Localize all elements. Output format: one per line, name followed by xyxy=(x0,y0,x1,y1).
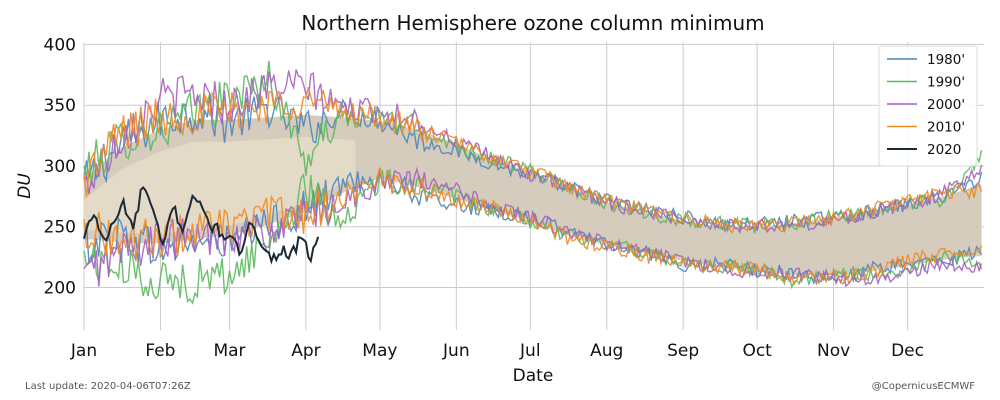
x-tick-label: Jul xyxy=(519,341,541,361)
y-tick-label: 250 xyxy=(44,218,76,238)
x-tick-label: Feb xyxy=(145,341,175,361)
x-tick-label: Jun xyxy=(442,341,470,361)
x-tick-label: Apr xyxy=(291,341,320,361)
legend-label: 2020 xyxy=(927,142,961,158)
legend-label: 1980' xyxy=(927,52,965,68)
y-tick-labels: 200 250 300 350 400 xyxy=(44,35,76,298)
y-tick-label: 200 xyxy=(44,278,76,298)
y-tick-label: 300 xyxy=(44,157,76,177)
series-2010 xyxy=(83,86,983,287)
series-lines xyxy=(83,60,983,305)
legend-label: 2010' xyxy=(927,120,965,136)
envelope-pale-area xyxy=(84,136,356,234)
series-line-lower xyxy=(83,167,983,287)
legend-label: 1990' xyxy=(927,75,965,91)
x-tick-label: Nov xyxy=(817,341,850,361)
legend-box xyxy=(878,45,978,167)
series-2020 xyxy=(83,186,320,265)
x-tick-label: Jan xyxy=(70,341,97,361)
chart-title: Northern Hemisphere ozone column minimum xyxy=(301,11,764,35)
last-update-text: Last update: 2020-04-06T07:26Z xyxy=(25,381,191,392)
y-axis-label: DU xyxy=(15,173,35,199)
x-tick-label: May xyxy=(362,341,397,361)
x-tick-label: Dec xyxy=(891,341,924,361)
series-line-upper xyxy=(83,86,983,234)
x-tick-label: Sep xyxy=(667,341,699,361)
y-tick-label: 400 xyxy=(44,35,76,55)
legend: 1980' 1990' 2000' 2010' 2020 xyxy=(878,45,978,167)
series-line-lower xyxy=(83,166,983,288)
legend-label: 2000' xyxy=(927,97,965,113)
series-line-2020 xyxy=(83,186,320,265)
x-tick-label: Oct xyxy=(742,341,772,361)
x-tick-label: Mar xyxy=(213,341,245,361)
x-tick-label: Aug xyxy=(590,341,623,361)
x-tick-labels: Jan Feb Mar Apr May Jun Jul Aug Sep Oct Nov Dec xyxy=(70,341,924,361)
credit-text: @CopernicusECMWF xyxy=(872,381,976,392)
y-tick-label: 350 xyxy=(44,96,76,116)
x-axis-label: Date xyxy=(513,366,554,386)
